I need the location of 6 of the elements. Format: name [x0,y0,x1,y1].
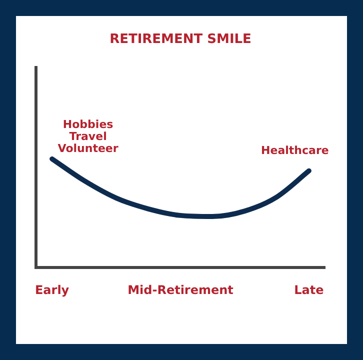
x-tick-label: Late [294,282,324,297]
text: Hobbies Travel Volunteer [58,118,119,155]
chart-title: RETIREMENT SMILE [110,32,252,48]
x-tick-label: Mid-Retirement [128,282,234,297]
text: Healthcare [261,144,329,157]
x-tick-label: Early [34,282,70,297]
